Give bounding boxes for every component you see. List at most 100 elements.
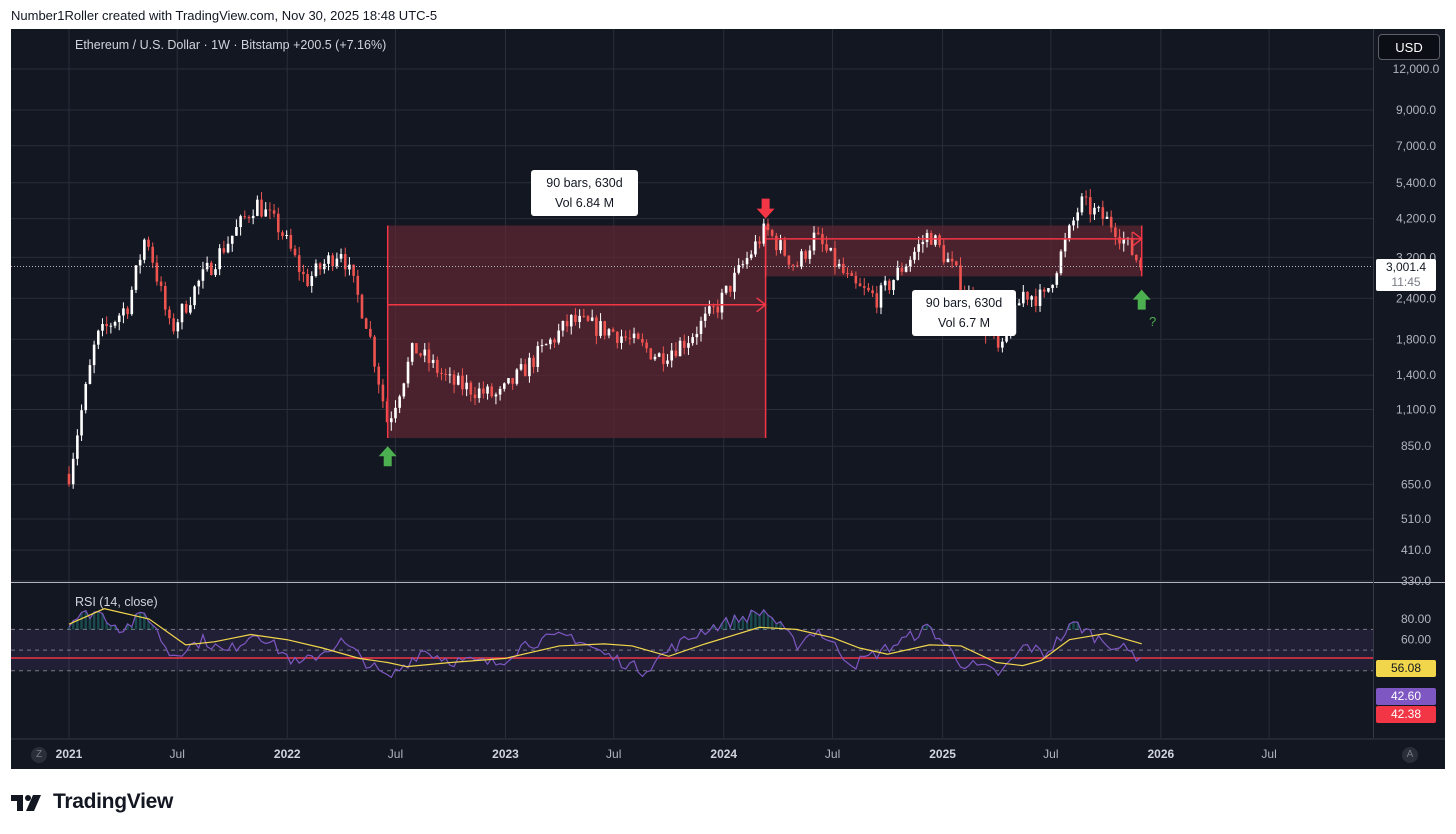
candle-body: [168, 309, 171, 319]
candle-body: [80, 410, 83, 436]
candle-body: [574, 314, 577, 322]
candle-body: [222, 248, 226, 253]
price-tick-label: 5,400.0: [1396, 176, 1436, 190]
candle-body: [946, 258, 950, 263]
candle-body: [109, 325, 113, 327]
candle-body: [436, 359, 439, 373]
candle-body: [377, 366, 381, 385]
candle-body: [410, 343, 414, 362]
rsi-value-tag: 42.60: [1376, 688, 1436, 705]
price-tick-label: 9,000.0: [1396, 103, 1436, 117]
candle-body: [741, 264, 745, 266]
auto-scale-a-button[interactable]: A: [1402, 747, 1418, 763]
candle-body: [415, 343, 418, 354]
candle-body: [670, 350, 674, 361]
candle-body: [787, 255, 791, 265]
candle-body: [276, 213, 280, 233]
callout-volume: Vol 6.84 M: [554, 196, 615, 210]
candle-body: [498, 388, 502, 395]
candle-body: [423, 349, 427, 356]
candle-body: [662, 353, 665, 364]
time-tick-label: Jul: [388, 747, 403, 761]
candle-body: [586, 316, 590, 321]
time-tick-label: Jul: [1043, 747, 1058, 761]
candle-body: [724, 285, 728, 293]
candle-body: [444, 373, 447, 375]
currency-button[interactable]: USD: [1378, 34, 1440, 60]
candle-body: [628, 337, 632, 339]
price-tick-label: 1,400.0: [1396, 368, 1436, 382]
candle-body: [260, 199, 263, 217]
chart-frame[interactable]: 12,000.0 9,000.0 7,000.0 5,400.0 4,200.0 3,20…: [11, 29, 1445, 769]
candle-body: [934, 235, 937, 245]
candle-body: [1047, 288, 1050, 292]
candle-body: [708, 306, 711, 314]
candle-body: [1109, 216, 1113, 228]
candle-body: [871, 290, 874, 294]
candle-body: [511, 378, 514, 384]
candle-body: [461, 375, 464, 390]
candle-body: [808, 250, 812, 259]
candle-body: [1114, 227, 1117, 237]
candle-body: [88, 365, 92, 384]
candle-body: [339, 254, 343, 259]
candle-body: [641, 338, 644, 343]
price-chart[interactable]: 12,000.09,000.07,000.05,400.04,200.03,20…: [11, 29, 1445, 769]
callout-volume: Vol 6.7 M: [937, 316, 991, 330]
callout-bars: 90 bars, 630d: [546, 176, 623, 190]
candle-body: [532, 357, 535, 367]
arrow-up-marker: [378, 446, 397, 467]
candle-body: [486, 386, 489, 394]
candle-body: [239, 216, 242, 228]
candle-body: [147, 239, 150, 247]
arrow-down-marker: [756, 198, 775, 219]
candle-body: [955, 261, 958, 266]
candle-body: [850, 273, 853, 276]
arrow-up-marker: [1132, 289, 1151, 310]
candle-body: [950, 258, 954, 262]
candle-body: [699, 320, 703, 334]
range-box-2: [765, 225, 1142, 277]
candle-body: [544, 344, 548, 346]
candle-body: [1130, 237, 1134, 255]
candle-body: [1042, 289, 1046, 292]
candle-body: [858, 283, 862, 287]
candle-body: [272, 210, 276, 214]
candle-body: [1068, 225, 1071, 240]
candle-body: [373, 336, 376, 367]
candle-body: [348, 264, 351, 270]
candle-body: [256, 199, 259, 216]
auto-scale-z-button[interactable]: Z: [31, 747, 47, 763]
candle-body: [235, 227, 238, 236]
price-tick-label: 7,000.0: [1396, 139, 1436, 153]
candle-body: [469, 382, 473, 395]
rsi-ma-tag: 56.08: [1376, 660, 1436, 677]
candle-body: [218, 248, 221, 270]
rsi-title[interactable]: RSI (14, close): [75, 595, 158, 609]
candle-body: [749, 254, 753, 259]
candle-body: [176, 322, 180, 332]
rsi-overbought-fill: [67, 609, 1088, 630]
candle-body: [1080, 196, 1084, 213]
candle-body: [394, 407, 397, 419]
price-tick-label: 12,000.0: [1393, 62, 1440, 76]
time-tick-label: Jul: [170, 747, 185, 761]
candle-body: [92, 344, 96, 366]
candle-body: [603, 321, 607, 336]
candle-body: [398, 396, 401, 408]
candle-body: [616, 331, 619, 343]
price-tick-label: 410.0: [1401, 543, 1431, 557]
candle-body: [913, 251, 916, 260]
brand-name: TradingView: [53, 790, 174, 813]
time-tick-label: 2025: [929, 747, 956, 761]
candle-body: [917, 244, 920, 252]
candle-body: [251, 215, 255, 219]
candle-body: [264, 209, 268, 217]
candle-body: [197, 280, 201, 287]
candle-body: [779, 240, 782, 251]
grid: [11, 29, 1445, 740]
created-by-caption: Number1Roller created with TradingView.c…: [11, 8, 438, 23]
candle-body: [201, 269, 205, 281]
candle-body: [1005, 335, 1008, 342]
candle-body: [289, 235, 293, 249]
